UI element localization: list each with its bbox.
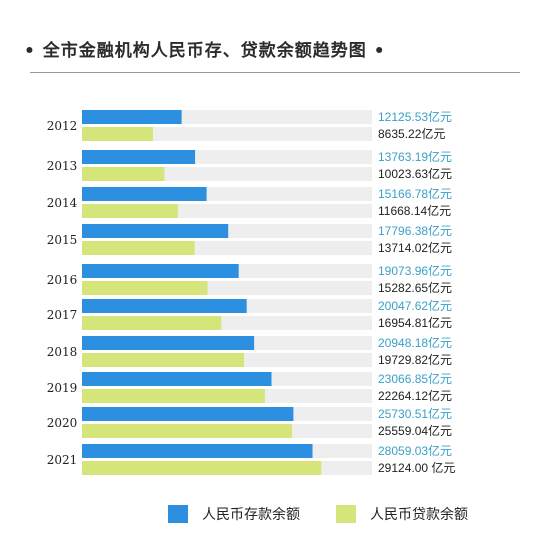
bar-deposit-2021	[82, 444, 313, 458]
value-label-loan-2016: 15282.65亿元	[378, 280, 452, 295]
bar-track	[82, 127, 372, 141]
bar-deposit-2018	[82, 336, 255, 350]
year-label-2013: 2013	[47, 159, 78, 173]
bar-deposit-2015	[82, 224, 229, 238]
value-label-deposit-2012: 12125.53亿元	[378, 109, 452, 124]
title-divider	[30, 72, 520, 73]
legend-label-deposit: 人民币存款余额	[202, 507, 300, 523]
bar-deposit-2013	[82, 150, 196, 164]
value-label-loan-2020: 25559.04亿元	[378, 423, 452, 438]
bar-loan-2014	[82, 204, 178, 218]
value-label-loan-2013: 10023.63亿元	[378, 166, 452, 181]
value-label-loan-2018: 19729.82亿元	[378, 352, 452, 367]
bar-loan-2019	[82, 389, 265, 403]
value-label-deposit-2018: 20948.18亿元	[378, 335, 452, 350]
bar-loan-2015	[82, 241, 195, 255]
value-label-loan-2021: 29124.00 亿元	[378, 460, 455, 475]
bar-loan-2020	[82, 424, 292, 438]
value-label-loan-2015: 13714.02亿元	[378, 240, 452, 255]
bar-chart: 2012 12125.53亿元 8635.22亿元 2013 13763.19亿元 100…	[47, 109, 455, 475]
bar-deposit-2012	[82, 110, 182, 124]
legend-item-deposit: 人民币存款余额	[168, 504, 300, 524]
legend-swatch-deposit	[168, 505, 188, 523]
value-label-deposit-2019: 23066.85亿元	[378, 371, 452, 386]
value-label-loan-2012: 8635.22亿元	[378, 126, 445, 141]
value-label-deposit-2021: 28059.03亿元	[378, 443, 452, 458]
year-label-2012: 2012	[47, 119, 78, 133]
legend-swatch-loan	[336, 505, 356, 523]
bar-deposit-2019	[82, 372, 272, 386]
year-label-2016: 2016	[47, 273, 78, 287]
bar-loan-2016	[82, 281, 208, 295]
value-label-deposit-2017: 20047.62亿元	[378, 298, 452, 313]
year-label-2021: 2021	[47, 453, 78, 467]
value-label-deposit-2020: 25730.51亿元	[378, 406, 452, 421]
year-label-2018: 2018	[47, 345, 78, 359]
legend-item-loan: 人民币贷款余额	[336, 504, 468, 524]
year-label-2019: 2019	[47, 381, 78, 395]
value-label-deposit-2015: 17796.38亿元	[378, 223, 452, 238]
value-label-loan-2014: 11668.14亿元	[378, 203, 451, 218]
chart-title: • 全市金融机构人民币存、贷款余额趋势图 •	[24, 41, 386, 61]
value-label-loan-2017: 16954.81亿元	[378, 315, 452, 330]
year-label-2020: 2020	[47, 416, 78, 430]
value-label-loan-2019: 22264.12亿元	[378, 388, 452, 403]
bar-loan-2018	[82, 353, 245, 367]
bar-loan-2021	[82, 461, 322, 475]
year-label-2014: 2014	[47, 196, 78, 210]
value-label-deposit-2016: 19073.96亿元	[378, 263, 452, 278]
bar-loan-2013	[82, 167, 165, 181]
bar-deposit-2020	[82, 407, 294, 421]
value-label-deposit-2014: 15166.78亿元	[378, 186, 452, 201]
year-label-2017: 2017	[47, 308, 78, 322]
bar-deposit-2016	[82, 264, 239, 278]
value-label-deposit-2013: 13763.19亿元	[378, 149, 452, 164]
legend-label-loan: 人民币贷款余额	[370, 507, 468, 523]
bar-deposit-2017	[82, 299, 247, 313]
year-label-2015: 2015	[47, 233, 78, 247]
bar-loan-2017	[82, 316, 222, 330]
bar-loan-2012	[82, 127, 153, 141]
bar-deposit-2014	[82, 187, 207, 201]
